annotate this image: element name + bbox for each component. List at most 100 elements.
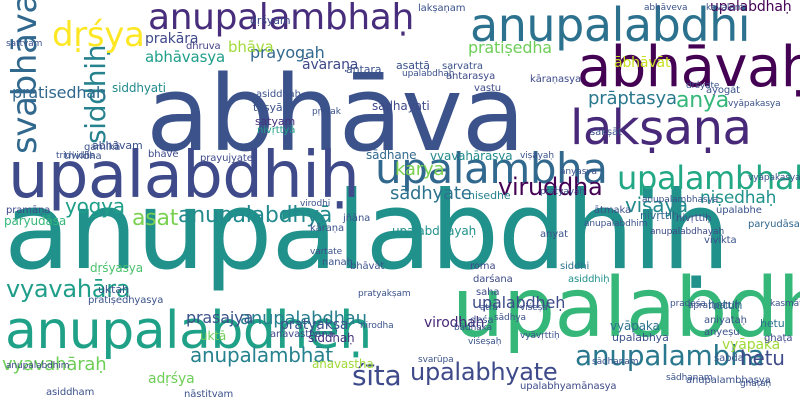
- cloud-word: anyat: [540, 229, 568, 240]
- cloud-word: vyāvṛttiḥ: [520, 331, 560, 341]
- cloud-word: anupalabdhim: [584, 219, 648, 229]
- cloud-word: uktaḥ: [98, 283, 129, 296]
- cloud-word: anupalambha: [575, 339, 765, 372]
- cloud-word: asiddhiḥ: [568, 274, 610, 285]
- cloud-word: anupalabdhi: [470, 0, 751, 52]
- cloud-word: viṣayaḥ: [520, 151, 554, 161]
- cloud-word: siddhyati: [112, 81, 166, 95]
- cloud-word: upalabhyamānasya: [520, 381, 617, 392]
- cloud-word: pramāṇa: [6, 205, 51, 216]
- cloud-word: atra: [480, 303, 498, 313]
- cloud-word: antarasya: [446, 71, 496, 82]
- cloud-word: anupalambhasya: [642, 195, 719, 205]
- cloud-word: prāptasya: [588, 88, 677, 109]
- cloud-word: vastu: [474, 83, 502, 94]
- cloud-word: satyam: [255, 115, 296, 128]
- cloud-word: gamikā: [84, 142, 121, 153]
- cloud-word: anupalambhasya: [686, 375, 771, 386]
- cloud-word: anyeṣu: [704, 327, 740, 338]
- cloud-word: pratisedhaḥ: [12, 83, 106, 102]
- cloud-word: adṛśya: [148, 371, 195, 387]
- cloud-word: abhāva: [146, 53, 525, 175]
- cloud-word: yogya: [65, 194, 125, 218]
- cloud-word: sādhane: [366, 148, 417, 162]
- cloud-word: vyavahārasya: [430, 149, 513, 163]
- cloud-word: ghaṭaḥ: [740, 379, 772, 389]
- cloud-word: upalabdhayaḥ: [392, 224, 477, 238]
- cloud-word: pratyakṣa: [280, 317, 349, 333]
- cloud-word: pradeśa: [670, 299, 706, 309]
- cloud-word: bādhaka: [454, 323, 493, 333]
- cloud-word: nanaḥ: [322, 257, 353, 268]
- cloud-word: roma: [470, 261, 496, 272]
- cloud-word: abhāveva: [644, 3, 688, 13]
- cloud-word: sākṣāt: [590, 127, 622, 138]
- cloud-word: jñāna: [343, 213, 371, 224]
- cloud-word: sarvatra: [442, 61, 483, 72]
- cloud-word: upalabdhiḥ: [452, 261, 800, 356]
- cloud-word: nivṛttiḥ: [640, 209, 679, 222]
- cloud-word: ātmaka: [594, 205, 632, 216]
- cloud-word: karya: [395, 159, 445, 180]
- cloud-word: anupalambhaḥ: [148, 0, 414, 38]
- cloud-word: anupalabdhiḥ: [4, 169, 730, 294]
- cloud-word: hetu: [740, 346, 785, 370]
- cloud-word: viśeṣa: [520, 303, 548, 313]
- cloud-word: sattvam: [6, 39, 43, 49]
- cloud-word: sādhyate: [390, 183, 472, 204]
- cloud-word: prakāra: [145, 31, 199, 47]
- cloud-word: upalabhe: [716, 205, 762, 216]
- cloud-word: siddhi: [560, 261, 590, 272]
- cloud-word: anupalabdhau: [240, 308, 367, 329]
- cloud-word: sādhya: [494, 313, 526, 323]
- cloud-word: drśyate: [686, 81, 720, 91]
- cloud-word: pratiṣedhyasya: [88, 295, 164, 306]
- cloud-word: virodhaḥ: [424, 315, 485, 331]
- cloud-word: upalambha: [375, 144, 608, 193]
- cloud-word: dṛśyasya: [90, 261, 144, 275]
- cloud-word: paryudāsaḥ: [748, 219, 800, 230]
- cloud-word: prayujyate: [200, 153, 253, 164]
- cloud-word: upalabhya: [612, 331, 669, 344]
- cloud-word: vyāpakasya: [748, 173, 800, 183]
- cloud-word: niṣedhaḥ: [700, 188, 777, 208]
- cloud-word: vivikta: [704, 235, 737, 246]
- cloud-word: dhruva: [186, 41, 221, 52]
- cloud-word: vyavahāraḥ: [2, 354, 107, 375]
- cloud-word: upalabhyate: [410, 358, 558, 386]
- cloud-word: anupalabdhyā: [178, 203, 333, 228]
- cloud-word: sādhanam: [592, 357, 639, 367]
- cloud-word: pratyayaḥ: [540, 187, 586, 197]
- cloud-word: aniyataḥ: [704, 315, 747, 326]
- cloud-word: abhāvam: [92, 139, 143, 152]
- cloud-word: nāstitvam: [184, 389, 234, 400]
- cloud-word: kasmāt: [770, 299, 800, 309]
- cloud-word: pṛthak: [312, 107, 341, 117]
- cloud-word: āvaraṇa: [302, 57, 359, 73]
- cloud-word: pratyakṣam: [358, 289, 411, 299]
- cloud-word: kevalam: [706, 3, 744, 13]
- cloud-word: anavasthāna: [270, 329, 334, 340]
- cloud-word: viruddha: [498, 173, 603, 201]
- cloud-word: sadhayati: [372, 99, 430, 113]
- cloud-word: anupalambhāt: [190, 343, 333, 367]
- cloud-word: darśana: [473, 274, 513, 285]
- cloud-word: viṣaya: [625, 193, 688, 217]
- cloud-word: upalabdhaḥ: [710, 0, 792, 15]
- cloud-word: bhāva: [228, 38, 274, 56]
- cloud-word: anya: [676, 88, 730, 113]
- cloud-word: hetu: [760, 317, 785, 330]
- cloud-word: vyāpakasya: [728, 99, 781, 109]
- cloud-word: anupalabdheḥ: [5, 301, 372, 361]
- cloud-word: śabda: [714, 353, 744, 364]
- cloud-word: viśeṣaḥ: [468, 337, 502, 347]
- cloud-word: siddhaḥ: [308, 331, 355, 345]
- cloud-word: nisedhe: [468, 189, 511, 202]
- cloud-word: dṛśya: [52, 15, 145, 55]
- cloud-word: prayogaḥ: [250, 43, 325, 62]
- cloud-word: svarūpa: [418, 355, 454, 365]
- cloud-word: anupalabdhayaḥ: [650, 227, 725, 237]
- cloud-word: bhāve: [148, 149, 179, 160]
- cloud-word: śīta: [352, 359, 402, 392]
